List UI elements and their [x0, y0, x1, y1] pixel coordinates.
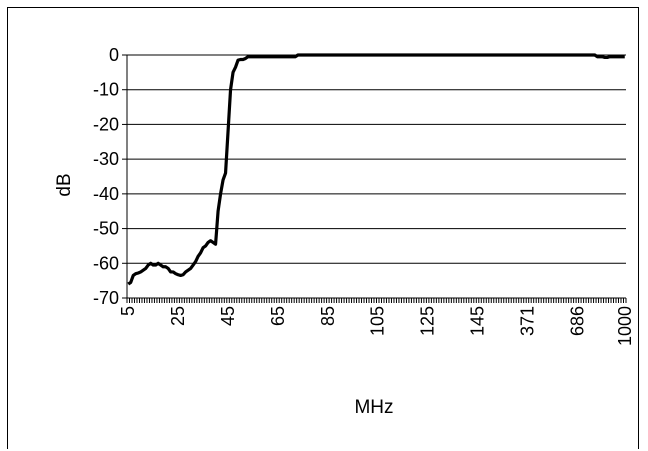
- x-tick-label: 145: [468, 306, 488, 336]
- plot-area: [127, 53, 625, 286]
- y-axis-title: dB: [54, 173, 75, 196]
- series-line: [127, 53, 625, 286]
- chart-frame: 5 25 45 65 85 105 125 145 371 686 1000 0 -10 -20 -30 -…: [7, 7, 639, 449]
- x-axis: 5 25 45 65 85 105 125 145 371 686 1000: [118, 297, 635, 346]
- y-tick-label: -20: [93, 114, 119, 134]
- x-tick-label: 105: [368, 306, 388, 336]
- y-tick-label: -30: [93, 149, 119, 169]
- y-tick-label: -10: [93, 80, 119, 100]
- chart-svg: 5 25 45 65 85 105 125 145 371 686 1000 0 -10 -20 -30 -…: [54, 45, 635, 418]
- y-tick-label: -70: [93, 288, 119, 308]
- y-tick-label: 0: [109, 45, 119, 65]
- y-tick-label: -60: [93, 253, 119, 273]
- x-axis-title: MHz: [354, 397, 393, 418]
- x-tick-label: 125: [418, 306, 438, 336]
- y-axis: 0 -10 -20 -30 -40 -50 -60 -70: [93, 45, 128, 308]
- x-tick-label: 45: [218, 306, 238, 326]
- y-tick-label: -50: [93, 219, 119, 239]
- y-tick-label: -40: [93, 184, 119, 204]
- x-tick-label: 25: [168, 306, 188, 326]
- x-tick-label: 371: [517, 306, 537, 336]
- x-tick-label: 1000: [615, 306, 635, 346]
- x-tick-label: 5: [118, 306, 138, 316]
- x-tick-label: 85: [318, 306, 338, 326]
- x-tick-label: 686: [567, 306, 587, 336]
- x-tick-label: 65: [268, 306, 288, 326]
- grid-lines: [127, 54, 626, 264]
